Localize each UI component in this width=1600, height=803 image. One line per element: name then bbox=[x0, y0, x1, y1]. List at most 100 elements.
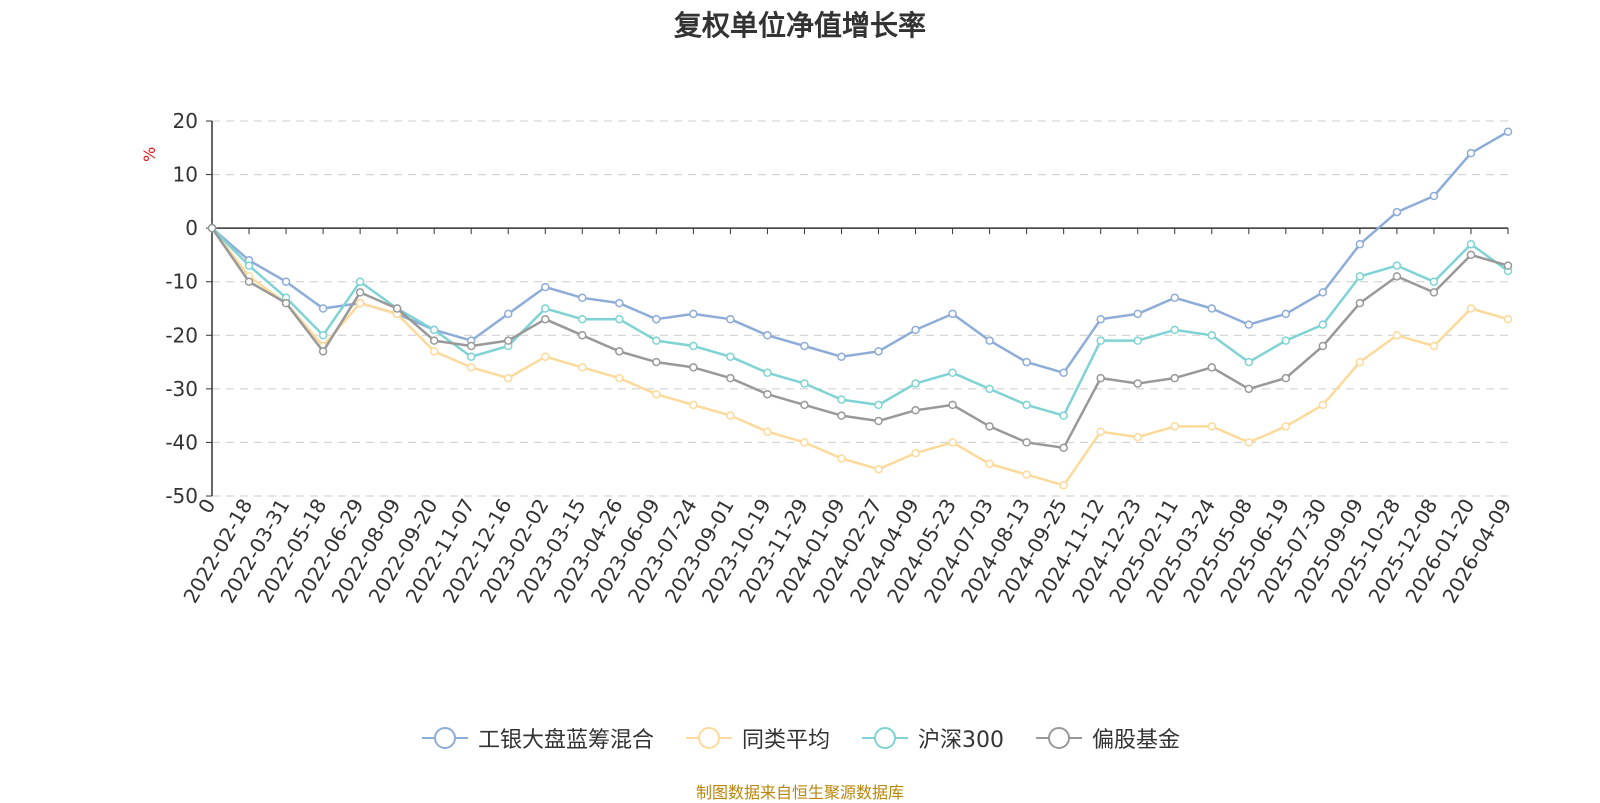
data-point bbox=[1059, 481, 1068, 490]
legend-item-fund[interactable]: 工银大盘蓝筹混合 bbox=[420, 722, 654, 754]
data-point bbox=[1207, 363, 1217, 372]
data-point bbox=[1096, 373, 1105, 383]
data-point bbox=[800, 379, 809, 388]
legend: 工银大盘蓝筹混合 同类平均 沪深300 偏股基金 bbox=[0, 722, 1600, 754]
data-point bbox=[1392, 272, 1402, 281]
data-point bbox=[615, 298, 624, 308]
y-tick-label: -40 bbox=[165, 430, 198, 454]
data-point bbox=[763, 331, 772, 340]
data-point bbox=[837, 395, 846, 404]
data-point bbox=[911, 325, 920, 335]
data-point bbox=[541, 314, 550, 324]
data-point bbox=[541, 282, 550, 292]
data-point bbox=[1429, 277, 1439, 286]
y-tick-label: 20 bbox=[173, 109, 198, 133]
data-point bbox=[503, 309, 513, 319]
data-point bbox=[985, 384, 994, 394]
data-point bbox=[1392, 207, 1402, 217]
y-tick-label: -20 bbox=[165, 323, 198, 347]
data-point bbox=[1466, 239, 1476, 249]
data-point bbox=[911, 379, 920, 388]
data-point bbox=[726, 314, 735, 324]
data-point bbox=[985, 459, 994, 469]
data-point bbox=[837, 411, 846, 420]
data-point bbox=[1170, 422, 1179, 431]
data-point bbox=[1170, 373, 1179, 383]
data-point bbox=[1244, 357, 1254, 367]
data-point bbox=[1170, 293, 1179, 303]
data-point bbox=[1022, 470, 1031, 479]
y-tick-label: 10 bbox=[173, 163, 198, 187]
data-point bbox=[1429, 341, 1439, 351]
series-line bbox=[210, 227, 1509, 450]
data-point bbox=[615, 314, 624, 324]
data-point bbox=[1244, 320, 1254, 329]
series-line bbox=[211, 227, 1509, 417]
data-point bbox=[689, 341, 698, 351]
data-point bbox=[392, 304, 402, 313]
data-point bbox=[911, 406, 920, 415]
data-point bbox=[1318, 400, 1328, 410]
data-point bbox=[318, 331, 328, 340]
data-point bbox=[1355, 298, 1365, 308]
data-point bbox=[1355, 239, 1365, 249]
legend-item-peer-average[interactable]: 同类平均 bbox=[684, 722, 830, 754]
y-tick-label: -50 bbox=[165, 484, 198, 508]
data-point bbox=[1281, 309, 1291, 319]
data-point bbox=[726, 373, 735, 383]
data-point bbox=[763, 389, 772, 399]
data-point bbox=[578, 293, 587, 303]
data-point bbox=[1207, 331, 1217, 340]
data-point bbox=[985, 422, 994, 431]
data-point bbox=[689, 400, 698, 410]
data-point bbox=[763, 427, 772, 436]
data-point bbox=[652, 389, 661, 399]
data-point bbox=[318, 304, 328, 313]
data-point bbox=[948, 309, 957, 319]
data-point bbox=[1392, 331, 1402, 340]
data-point bbox=[429, 325, 439, 335]
data-point bbox=[503, 336, 513, 345]
series-lines bbox=[207, 127, 1513, 490]
data-point bbox=[689, 309, 698, 319]
y-tick-label: 0 bbox=[185, 216, 198, 240]
data-point bbox=[911, 448, 920, 458]
legend-marker-icon bbox=[421, 727, 468, 749]
data-point bbox=[1133, 336, 1142, 345]
legend-item-hs300[interactable]: 沪深300 bbox=[860, 722, 1004, 754]
data-source-note: 制图数据来自恒生聚源数据库 bbox=[695, 783, 904, 802]
data-point bbox=[355, 277, 365, 286]
data-point bbox=[1096, 427, 1105, 436]
data-point bbox=[1281, 422, 1291, 431]
data-point bbox=[244, 277, 254, 286]
legend-marker-icon bbox=[685, 727, 732, 749]
data-point bbox=[1503, 314, 1513, 324]
data-point bbox=[1244, 438, 1254, 447]
data-point bbox=[1022, 438, 1031, 447]
data-point bbox=[615, 347, 624, 356]
data-point bbox=[1096, 336, 1105, 345]
data-point bbox=[1022, 400, 1031, 410]
data-point bbox=[1244, 384, 1254, 394]
data-point bbox=[355, 288, 365, 297]
data-point bbox=[837, 454, 846, 463]
data-point bbox=[1096, 314, 1105, 324]
data-point bbox=[874, 347, 883, 356]
data-point bbox=[800, 400, 809, 410]
series-line bbox=[211, 227, 1509, 487]
legend-item-equity-funds[interactable]: 偏股基金 bbox=[1034, 722, 1180, 754]
legend-label: 工银大盘蓝筹混合 bbox=[477, 728, 654, 753]
data-point bbox=[1207, 422, 1217, 431]
data-point bbox=[948, 438, 957, 447]
y-axis-label: % bbox=[140, 147, 159, 162]
data-point bbox=[355, 298, 365, 308]
data-point bbox=[689, 363, 698, 372]
data-point bbox=[874, 464, 883, 474]
data-point bbox=[429, 347, 439, 356]
data-point bbox=[1318, 341, 1328, 351]
data-point bbox=[800, 341, 809, 351]
data-point bbox=[1392, 261, 1402, 270]
data-point bbox=[837, 352, 846, 361]
data-point bbox=[1355, 357, 1365, 367]
